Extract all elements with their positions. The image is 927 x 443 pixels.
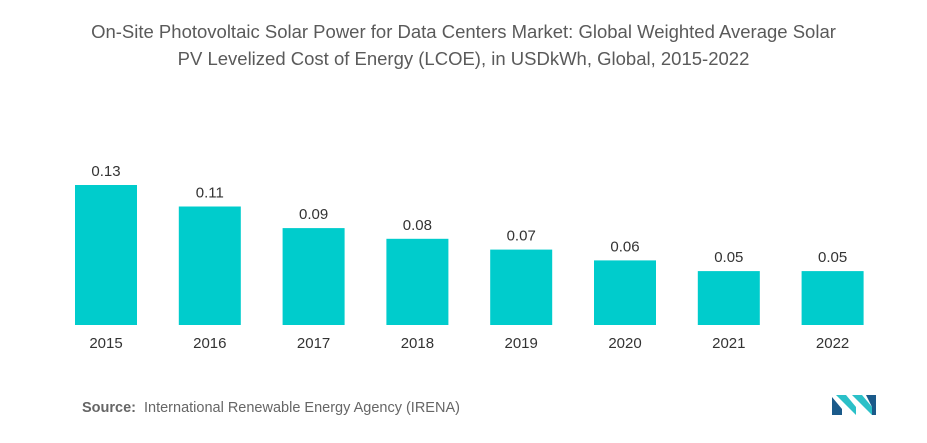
bar-2018 <box>386 238 449 325</box>
x-tick-2022: 2022 <box>816 335 849 352</box>
bar-2019 <box>490 249 553 325</box>
bar-2015 <box>75 185 137 325</box>
data-label-2015: 0.13 <box>91 163 120 180</box>
data-label-group: 0.13 0.11 0.09 0.08 0.07 0.06 0.05 0.05 <box>91 163 847 266</box>
x-tick-2019: 2019 <box>505 335 538 352</box>
data-label-2021: 0.05 <box>714 249 743 266</box>
bar-2020 <box>594 260 656 325</box>
x-tick-group: 2015 2016 2017 2018 2019 2020 2021 2022 <box>89 335 849 352</box>
data-label-2016: 0.11 <box>196 185 224 202</box>
x-tick-2015: 2015 <box>89 335 122 352</box>
x-tick-2018: 2018 <box>401 335 434 352</box>
source-note: Source: International Renewable Energy Ag… <box>82 400 460 416</box>
x-tick-2016: 2016 <box>193 335 226 352</box>
bar-2022 <box>801 271 864 325</box>
chart-title-line-2: PV Levelized Cost of Energy (LCOE), in U… <box>177 48 750 69</box>
bar-2016 <box>178 206 241 325</box>
data-label-2020: 0.06 <box>610 238 639 255</box>
bar-group <box>75 185 864 325</box>
source-label: Source: <box>82 400 136 416</box>
chart-title: On-Site Photovoltaic Solar Power for Dat… <box>20 18 907 72</box>
chart-title-line-1: On-Site Photovoltaic Solar Power for Dat… <box>91 21 836 42</box>
mordor-intelligence-logo-icon <box>832 395 876 415</box>
data-label-2018: 0.08 <box>403 217 432 234</box>
data-label-2017: 0.09 <box>299 206 328 223</box>
bar-2021 <box>697 271 760 325</box>
x-tick-2020: 2020 <box>608 335 641 352</box>
data-label-2019: 0.07 <box>507 228 536 245</box>
x-tick-2017: 2017 <box>297 335 330 352</box>
data-label-2022: 0.05 <box>818 249 847 266</box>
source-text: International Renewable Energy Agency (I… <box>144 400 460 416</box>
x-tick-2021: 2021 <box>712 335 745 352</box>
bar-2017 <box>282 228 345 325</box>
